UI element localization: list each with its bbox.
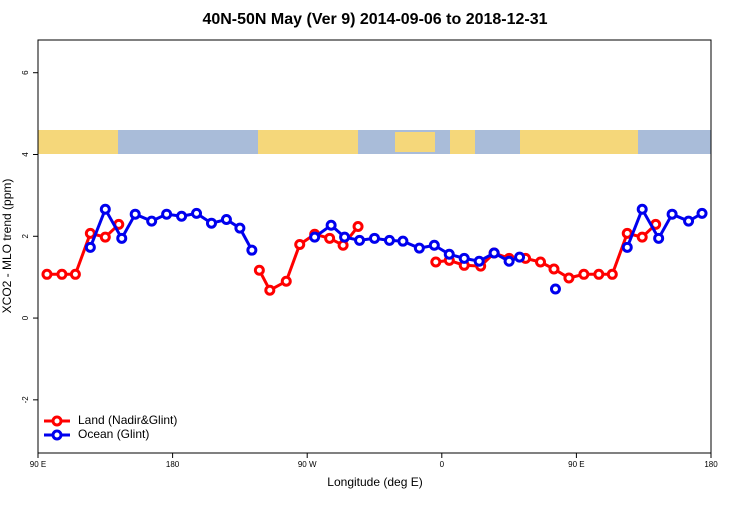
- y-tick-label: 0: [21, 315, 30, 320]
- point: [473, 255, 485, 267]
- map-land: [450, 130, 475, 154]
- point: [161, 208, 173, 220]
- plot-frame: [37, 39, 712, 454]
- point: [548, 263, 560, 275]
- point: [56, 268, 68, 280]
- series: [84, 203, 708, 295]
- point: [352, 220, 364, 232]
- x-tick-label: 0: [440, 460, 445, 469]
- point: [696, 207, 708, 219]
- legend-marker: [51, 415, 63, 427]
- x-tick-label: 90 W: [298, 460, 317, 469]
- point: [253, 264, 265, 276]
- point: [246, 244, 258, 256]
- point: [488, 247, 500, 259]
- point: [280, 275, 292, 287]
- point: [458, 252, 470, 264]
- point: [69, 268, 81, 280]
- legend-label: Ocean (Glint): [78, 427, 149, 441]
- x-tick-label: 180: [166, 460, 180, 469]
- point: [337, 239, 349, 251]
- point: [428, 239, 440, 251]
- point: [325, 219, 337, 231]
- x-tick-label: 90 E: [30, 460, 46, 469]
- legend-marker: [51, 429, 63, 441]
- point: [294, 238, 306, 250]
- point: [636, 203, 648, 215]
- point: [683, 215, 695, 227]
- point: [41, 268, 53, 280]
- point: [578, 268, 590, 280]
- y-tick-label: -2: [21, 396, 30, 404]
- point: [666, 208, 678, 220]
- point: [593, 268, 605, 280]
- point: [636, 231, 648, 243]
- point: [549, 283, 561, 295]
- point: [99, 231, 111, 243]
- point: [514, 251, 526, 263]
- point: [383, 234, 395, 246]
- point: [369, 232, 380, 244]
- point: [339, 231, 351, 243]
- point: [309, 231, 321, 243]
- map-land: [395, 132, 435, 152]
- point: [354, 234, 366, 246]
- point: [220, 214, 232, 226]
- point: [653, 232, 665, 244]
- point: [176, 210, 188, 222]
- world-map-strip: [38, 130, 711, 154]
- point: [264, 284, 276, 296]
- x-tick-label: 180: [704, 460, 718, 469]
- map-land: [38, 130, 118, 154]
- point: [413, 242, 425, 254]
- point: [621, 241, 633, 253]
- y-tick-label: 2: [21, 234, 30, 239]
- legend-label: Land (Nadir&Glint): [78, 413, 177, 427]
- map-land: [520, 130, 638, 154]
- x-axis-label: Longitude (deg E): [327, 475, 422, 489]
- point: [205, 217, 217, 229]
- series: [41, 218, 662, 296]
- point: [324, 232, 336, 244]
- point: [191, 207, 203, 219]
- point: [503, 255, 515, 267]
- point: [430, 256, 442, 268]
- x-tick-label: 90 E: [568, 460, 584, 469]
- point: [535, 256, 547, 268]
- point: [443, 248, 455, 260]
- point: [563, 272, 575, 284]
- y-axis-label: XCO2 - MLO trend (ppm): [0, 179, 14, 314]
- y-tick-label: 4: [21, 152, 30, 157]
- chart-title: 40N-50N May (Ver 9) 2014-09-06 to 2018-1…: [202, 11, 547, 28]
- point: [234, 222, 246, 234]
- point: [99, 203, 111, 215]
- map-land: [258, 130, 358, 154]
- point: [146, 215, 158, 227]
- point: [397, 235, 409, 247]
- y-tick-label: 6: [21, 70, 30, 75]
- point: [116, 232, 128, 244]
- point: [129, 208, 141, 220]
- point: [84, 241, 96, 253]
- point: [606, 268, 618, 280]
